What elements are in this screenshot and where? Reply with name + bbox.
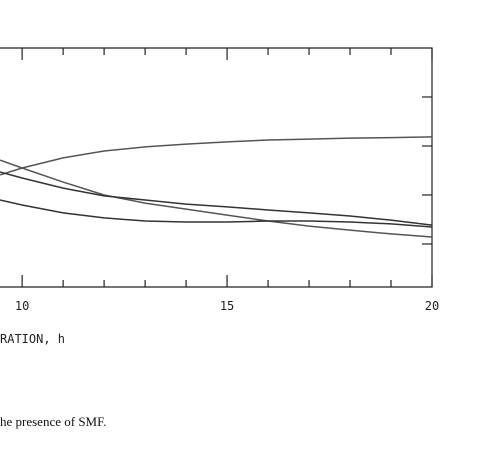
curve [0, 199, 433, 228]
x-tick-label: 20 [425, 299, 439, 313]
x-tick-label: 15 [220, 299, 234, 313]
curve [0, 159, 433, 238]
plot-frame [0, 47, 433, 288]
x-axis-label: RATION, h [0, 332, 65, 346]
curve [0, 171, 433, 226]
caption: he presence of SMF. [0, 414, 107, 429]
curve [0, 136, 433, 176]
x-tick-label: 10 [15, 299, 29, 313]
